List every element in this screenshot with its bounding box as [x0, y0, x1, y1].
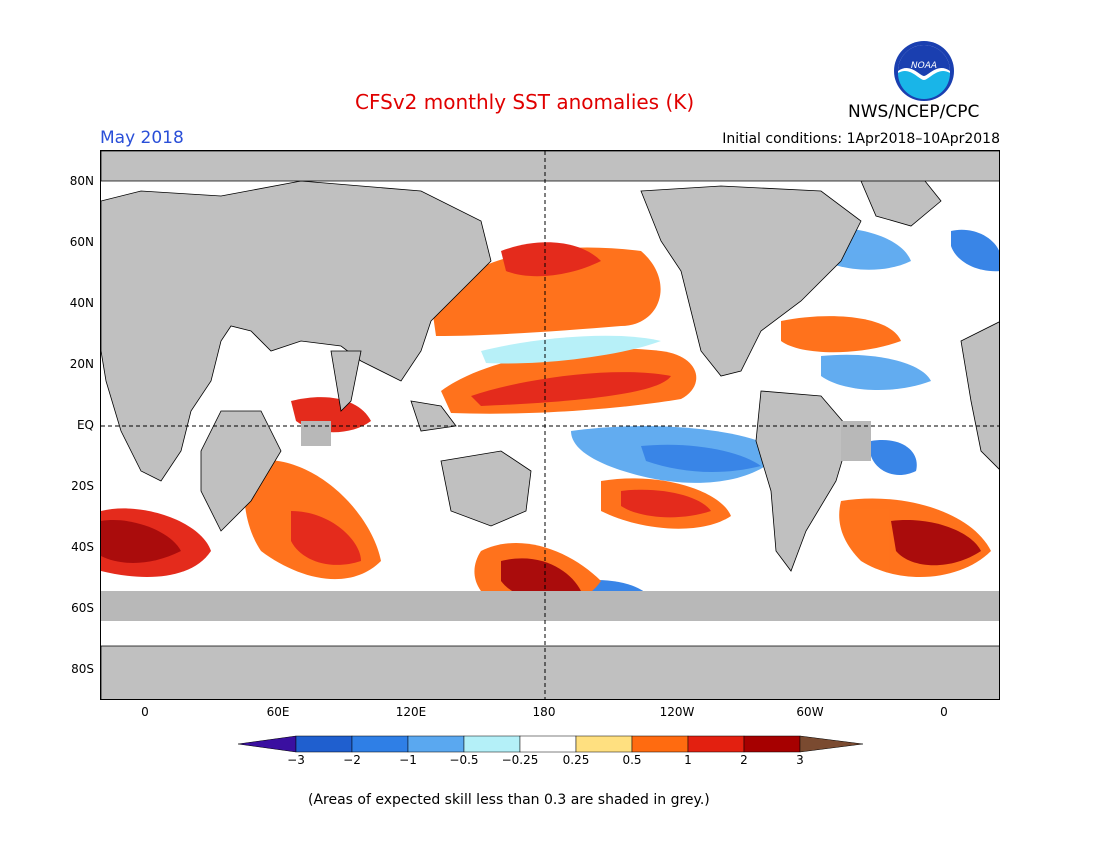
lon-label: 60E [266, 705, 290, 719]
colorbar-label: 3 [796, 753, 804, 767]
lon-label: 180 [532, 705, 556, 719]
initial-conditions: Initial conditions: 1Apr2018–10Apr2018 [722, 131, 1000, 147]
colorbar-label: 0.5 [622, 753, 642, 767]
colorbar-label: 0.25 [562, 753, 590, 767]
lon-label: 60W [796, 705, 824, 719]
lat-label: EQ [76, 418, 94, 432]
colorbar-label: 1 [684, 753, 692, 767]
colorbar-label: 2 [740, 753, 748, 767]
colorbar-label: −3 [287, 753, 305, 767]
lat-label: 20S [71, 479, 94, 493]
skill-note: (Areas of expected skill less than 0.3 a… [308, 792, 710, 808]
land-masses [101, 151, 999, 699]
logo-text: NOAA [911, 61, 937, 71]
agency-label: NWS/NCEP/CPC [848, 102, 980, 122]
lat-label: 80S [71, 662, 94, 676]
lat-label: 80N [69, 174, 94, 188]
lat-label: 40N [69, 296, 94, 310]
noaa-logo: NOAA [894, 41, 954, 101]
colorbar-label: −1 [399, 753, 417, 767]
sst-anomaly-map [100, 150, 1000, 700]
low-skill-patches [101, 421, 999, 621]
lon-label: 120E [395, 705, 427, 719]
colorbar-label: −0.5 [449, 753, 479, 767]
anomaly-field [101, 199, 999, 616]
lon-label: 0 [141, 705, 149, 719]
lon-label: 120W [659, 705, 695, 719]
lat-label: 20N [69, 357, 94, 371]
chart-title: CFSv2 monthly SST anomalies (K) [355, 90, 695, 114]
lat-label: 60N [69, 235, 94, 249]
forecast-month: May 2018 [100, 128, 184, 148]
colorbar-label: −2 [343, 753, 361, 767]
lon-label: 0 [940, 705, 948, 719]
lat-label: 60S [71, 601, 94, 615]
colorbar-label: −0.25 [501, 753, 539, 767]
colorbar [238, 735, 863, 753]
lat-label: 40S [71, 540, 94, 554]
